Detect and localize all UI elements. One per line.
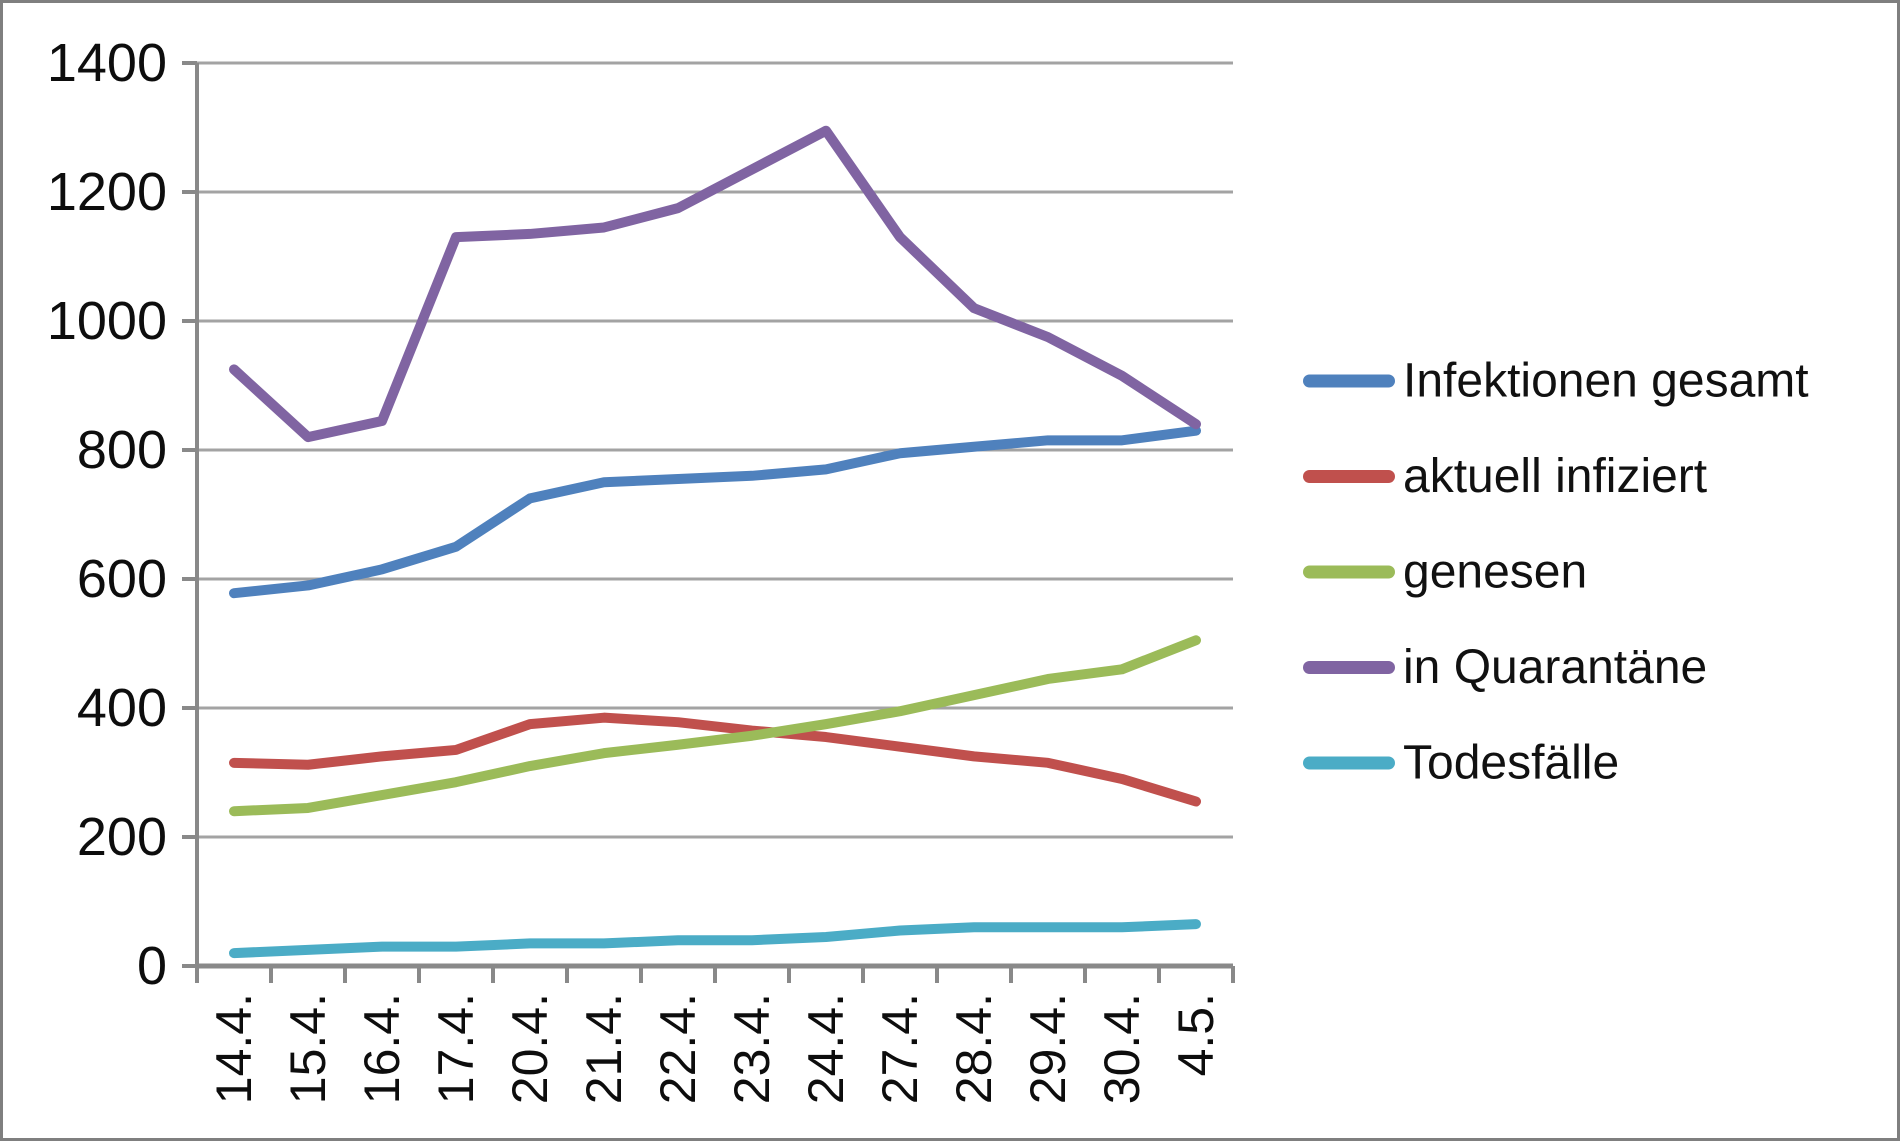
x-category-label-23-4-: 23.4.: [724, 993, 780, 1104]
legend-item-aktuell-infiziert: aktuell infiziert: [1303, 450, 1707, 503]
y-tick-label-1400: 1400: [47, 33, 167, 93]
y-tick-label-1200: 1200: [47, 162, 167, 222]
x-category-label-24-4-: 24.4.: [798, 993, 854, 1104]
x-category-label-28-4-: 28.4.: [946, 993, 1002, 1104]
x-category-label-27-4-: 27.4.: [872, 993, 928, 1104]
y-axis-labels: 0 200 400 600 800 1000 1200 1400: [47, 33, 167, 996]
series-line-infektionen-gesamt: [229, 425, 1201, 599]
series-line-todesfälle: [229, 919, 1201, 959]
x-category-label-17-4-: 17.4.: [428, 993, 484, 1104]
x-category-label-20-4-: 20.4.: [502, 993, 558, 1104]
legend-item-genesen: genesen: [1303, 546, 1587, 599]
legend-label-todesfälle: Todesfälle: [1403, 737, 1619, 790]
legend-swatch-infektionen-gesamt: [1303, 374, 1395, 388]
legend-item-todesfälle: Todesfälle: [1303, 737, 1619, 790]
legend-label-infektionen-gesamt: Infektionen gesamt: [1403, 355, 1809, 408]
x-category-label-14-4-: 14.4.: [206, 993, 262, 1104]
legend-item-in-quarantäne: in Quarantäne: [1303, 641, 1707, 694]
gridlines: [197, 61, 1233, 839]
legend-label-genesen: genesen: [1403, 546, 1587, 599]
y-tick-label-400: 400: [77, 678, 167, 738]
y-tick-label-0: 0: [137, 936, 167, 996]
x-category-label-29-4-: 29.4.: [1020, 993, 1076, 1104]
y-tick-label-800: 800: [77, 420, 167, 480]
legend-label-in-quarantäne: in Quarantäne: [1403, 641, 1707, 694]
legend-swatch-in-quarantäne: [1303, 661, 1395, 674]
x-category-label-30-4-: 30.4.: [1094, 993, 1150, 1104]
series-line-in-quarantäne: [229, 125, 1201, 443]
x-category-label-4-5-: 4.5.: [1168, 993, 1224, 1076]
series-line-genesen: [229, 635, 1201, 817]
x-category-label-15-4-: 15.4.: [280, 993, 336, 1104]
x-category-label-21-4-: 21.4.: [576, 993, 632, 1104]
axis-ticks: [182, 61, 1235, 983]
x-category-label-22-4-: 22.4.: [650, 993, 706, 1104]
y-tick-label-600: 600: [77, 549, 167, 609]
y-tick-label-1000: 1000: [47, 291, 167, 351]
legend-item-infektionen-gesamt: Infektionen gesamt: [1303, 355, 1809, 408]
legend-swatch-aktuell-infiziert: [1303, 470, 1395, 483]
y-tick-label-200: 200: [77, 807, 167, 867]
legend-swatch-genesen: [1303, 565, 1395, 579]
x-category-label-16-4-: 16.4.: [354, 993, 410, 1104]
x-axis-labels: 14.4. 15.4. 16.4. 17.4. 20.4. 21.4. 22.4. 23.4.…: [206, 993, 1224, 1104]
series-lines: [229, 125, 1201, 959]
legend: Infektionen gesamt aktuell infiziert genes…: [1303, 355, 1809, 790]
legend-swatch-todesfälle: [1303, 756, 1395, 770]
legend-label-aktuell-infiziert: aktuell infiziert: [1403, 450, 1707, 503]
axes: [195, 63, 1233, 969]
series-line-aktuell-infiziert: [229, 712, 1201, 807]
line-chart: 0 200 400 600 800 1000 1200 1400 14.4. 15.4. 16.4…: [47, 33, 1809, 1104]
